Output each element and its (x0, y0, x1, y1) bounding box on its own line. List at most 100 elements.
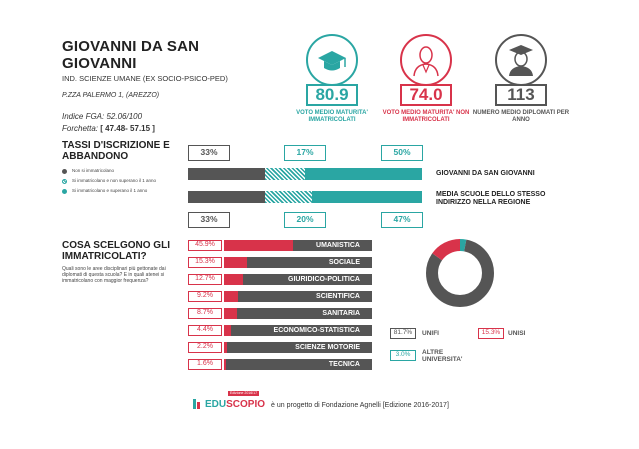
area-pct: 4.4% (188, 325, 222, 336)
area-bar: SANITARIA (224, 308, 372, 319)
uni-pct-unisi: 15.3% (478, 328, 504, 339)
logo-mark-icon (193, 399, 200, 409)
forchetta-label: Forchetta: (62, 124, 99, 133)
area-bar: UMANISTICA (224, 240, 372, 251)
area-bar-fill (224, 257, 247, 268)
area-name: GIURIDICO-POLITICA (243, 274, 372, 285)
metric-value-diplomati: 113 (495, 84, 547, 106)
choices-question: Quali sono le aree disciplinari più gett… (62, 266, 166, 284)
area-pct: 45.9% (188, 240, 222, 251)
legend-item: Non si immatricolano (62, 168, 182, 174)
bar-segment-superano (312, 191, 422, 203)
legend-dot (62, 169, 67, 174)
areas-list: 45.9% UMANISTICA 15.3% SOCIALE 12.7% GIURIDIC… (188, 240, 372, 376)
area-row: 1.6% TECNICA (188, 359, 372, 370)
forchetta-value: [ 47.48- 57.15 ] (100, 124, 155, 133)
area-pct: 15.3% (188, 257, 222, 268)
area-bar: GIURIDICO-POLITICA (224, 274, 372, 285)
bar-segment-non-immatricolati (188, 168, 266, 180)
area-pct: 2.2% (188, 342, 222, 353)
metric-label-non-immatricolati: VOTO MEDIO MATURITA' NON IMMATRICOLATI (382, 110, 470, 123)
area-name: UMANISTICA (292, 240, 372, 251)
eduscopio-logo: EDU SCOPIO Edizione 2016/17 (192, 391, 266, 410)
school-bar-label: GIOVANNI DA SAN GIOVANNI (436, 170, 535, 177)
metric-value-non-immatricolati: 74.0 (400, 84, 452, 106)
fga-value: 52.06/100 (106, 112, 143, 121)
person-icon (400, 34, 452, 86)
donut-slice-unisi (426, 239, 494, 307)
area-row: 2.2% SCIENZE MOTORIE (188, 342, 372, 353)
area-bar-fill (224, 274, 244, 285)
area-bar-fill (224, 342, 228, 353)
school-address: P.ZZA PALERMO 1, (AREZZO) (62, 92, 160, 99)
fga-index: Indice FGA: 52.06/100 (62, 112, 142, 121)
metric-label-immatricolati: VOTO MEDIO MATURITA' IMMATRICOLATI (296, 110, 368, 123)
area-name: SANITARIA (237, 308, 372, 319)
metric-value-immatricolati: 80.9 (306, 84, 358, 106)
brand-scopio: SCOPIO (226, 398, 266, 410)
forchetta: Forchetta: [ 47.48- 57.15 ] (62, 124, 155, 133)
school-stacked-bar (188, 168, 422, 180)
legend-item: Si immatricolano e superano il 1 anno (62, 188, 182, 194)
graduate-person-icon (495, 34, 547, 86)
footer: EDU SCOPIO Edizione 2016/17 è un progetto… (192, 391, 449, 410)
rates-legend: Non si immatricolano Si immatricolano e … (62, 168, 182, 194)
region-stacked-bar (188, 191, 422, 203)
uni-name-altre: ALTRE UNIVERSITA' (422, 349, 463, 363)
school-type: IND. SCIENZE UMANE (EX SOCIO-PSICO-PED) (62, 74, 228, 83)
area-row: 8.7% SANITARIA (188, 308, 372, 319)
area-name: SCIENTIFICA (237, 291, 372, 302)
area-bar-fill (224, 325, 231, 336)
area-pct: 8.7% (188, 308, 222, 319)
uni-name-unifi: UNIFI (422, 330, 439, 337)
region-pct-non-immatricolati: 33% (188, 212, 230, 228)
area-bar: ECONOMICO-STATISTICA (224, 325, 372, 336)
donut-slice-unifi (426, 239, 494, 307)
universities-donut (426, 239, 494, 307)
school-pct-superano: 50% (381, 145, 423, 161)
bar-segment-non-superano (265, 191, 313, 203)
choices-title: COSA SCELGONO GLI IMMATRICOLATI? (62, 240, 170, 262)
legend-item: Si immatricolano e non superano il 1 ann… (62, 178, 182, 184)
area-row: 9.2% SCIENTIFICA (188, 291, 372, 302)
bar-segment-non-superano (265, 168, 305, 180)
metric-label-diplomati: NUMERO MEDIO DIPLOMATI PER ANNO (472, 110, 570, 123)
legend-label: Si immatricolano e non superano il 1 ann… (72, 178, 157, 183)
area-bar-fill (224, 359, 227, 370)
brand-tag: Edizione 2016/17 (228, 391, 260, 396)
area-bar-fill (224, 240, 293, 251)
area-name: TECNICA (226, 359, 372, 370)
region-bar-label: MEDIA SCUOLE DELLO STESSO INDIRIZZO NELL… (436, 191, 546, 206)
bar-segment-non-immatricolati (188, 191, 266, 203)
uni-pct-altre: 3.0% (390, 350, 416, 361)
fga-label: Indice FGA: (62, 112, 105, 121)
area-name: SCIENZE MOTORIE (227, 342, 372, 353)
area-row: 12.7% GIURIDICO-POLITICA (188, 274, 372, 285)
area-row: 4.4% ECONOMICO-STATISTICA (188, 325, 372, 336)
area-bar: SCIENZE MOTORIE (224, 342, 372, 353)
area-bar: TECNICA (224, 359, 372, 370)
legend-label: Si immatricolano e superano il 1 anno (72, 188, 148, 193)
legend-dot (62, 189, 67, 194)
school-pct-non-superano: 17% (284, 145, 326, 161)
area-bar: SCIENTIFICA (224, 291, 372, 302)
area-name: SOCIALE (246, 257, 372, 268)
school-pct-non-immatricolati: 33% (188, 145, 230, 161)
school-name: GIOVANNI DA SAN GIOVANNI (62, 38, 200, 72)
area-pct: 1.6% (188, 359, 222, 370)
area-bar-fill (224, 308, 238, 319)
area-row: 45.9% UMANISTICA (188, 240, 372, 251)
legend-dot (62, 179, 67, 184)
area-name: ECONOMICO-STATISTICA (230, 325, 372, 336)
uni-pct-unifi: 81.7% (390, 328, 416, 339)
area-pct: 12.7% (188, 274, 222, 285)
region-pct-non-superano: 20% (284, 212, 326, 228)
brand-edu: EDU (205, 398, 227, 410)
region-pct-superano: 47% (381, 212, 423, 228)
uni-name-unisi: UNISI (508, 330, 526, 337)
area-pct: 9.2% (188, 291, 222, 302)
area-row: 15.3% SOCIALE (188, 257, 372, 268)
graduation-cap-icon (306, 34, 358, 86)
bar-segment-superano (304, 168, 422, 180)
area-bar-fill (224, 291, 238, 302)
